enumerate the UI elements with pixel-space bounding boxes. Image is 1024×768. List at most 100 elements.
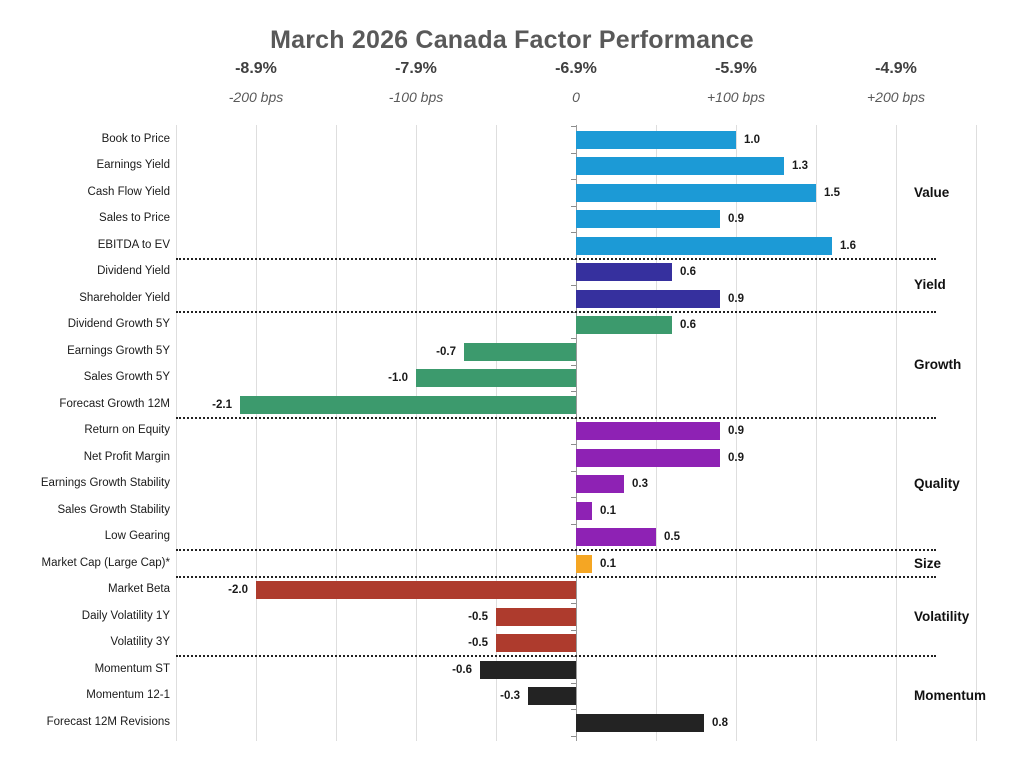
gridline <box>816 125 817 741</box>
axis-percent-label: -7.9% <box>395 60 437 77</box>
axis-percent-label: -6.9% <box>555 60 597 77</box>
group-label: Volatility <box>914 608 970 624</box>
group-separator <box>176 655 936 658</box>
category-label: Forecast Growth 12M <box>59 397 170 410</box>
bar <box>576 713 704 732</box>
bar-value-label: -0.3 <box>500 690 520 702</box>
zero-axis-tick <box>571 364 576 366</box>
gridline <box>496 125 497 741</box>
group-separator <box>176 310 936 313</box>
bar <box>576 316 672 334</box>
category-label: EBITDA to EV <box>97 238 170 251</box>
axis-bps-label: +100 bps <box>707 89 765 105</box>
zero-axis-tick <box>571 497 576 499</box>
bar <box>576 528 656 546</box>
zero-axis-tick <box>571 444 576 446</box>
category-label: Momentum ST <box>94 662 170 675</box>
bar <box>576 475 624 493</box>
group-separator <box>176 575 936 578</box>
zero-axis-tick <box>571 735 576 737</box>
zero-axis-tick <box>571 285 576 287</box>
zero-axis-tick <box>571 523 576 525</box>
group-label: Quality <box>914 476 960 491</box>
bar-value-label: -0.7 <box>436 345 456 358</box>
axis-bps-label: +200 bps <box>867 89 925 105</box>
chart-title: March 2026 Canada Factor Performance <box>270 26 754 54</box>
bar <box>464 342 576 361</box>
zero-axis-tick <box>571 338 576 340</box>
zero-axis-tick <box>571 470 576 472</box>
category-label: Market Beta <box>108 583 170 595</box>
axis-percent-label: -5.9% <box>715 60 757 77</box>
bar <box>576 289 720 308</box>
category-label: Net Profit Margin <box>83 450 170 463</box>
axis-bps-label: -100 bps <box>388 89 444 105</box>
bar-value-label: 0.6 <box>680 319 696 331</box>
category-label: Market Cap (Large Cap)* <box>41 556 170 569</box>
bar <box>576 448 720 467</box>
category-label: Momentum 12-1 <box>86 689 170 701</box>
bar <box>576 554 592 573</box>
bar-value-label: 0.1 <box>600 504 616 517</box>
bar-value-label: 0.3 <box>632 478 648 490</box>
axis-percent-label: -4.9% <box>875 60 917 77</box>
group-label: Growth <box>914 356 962 372</box>
category-label: Cash Flow Yield <box>87 185 170 198</box>
bar-value-label: 0.1 <box>600 557 616 570</box>
category-label: Daily Volatility 1Y <box>81 609 170 622</box>
gridline <box>736 125 737 741</box>
bar-value-label: 0.8 <box>712 716 728 729</box>
bar <box>576 501 592 520</box>
bar-value-label: 1.5 <box>824 186 840 199</box>
bar <box>576 422 720 440</box>
zero-axis-tick <box>571 603 576 605</box>
gridline <box>896 125 897 741</box>
zero-axis-tick <box>571 629 576 631</box>
bar <box>240 395 576 414</box>
group-label: Size <box>914 555 942 571</box>
axis-bps-label: 0 <box>572 89 580 105</box>
bar-value-label: -2.1 <box>212 398 232 411</box>
category-label: Low Gearing <box>104 530 170 542</box>
group-separator <box>176 416 936 419</box>
axis-percent-label: -8.9% <box>235 60 277 77</box>
zero-axis-tick <box>571 682 576 684</box>
bar <box>576 183 816 202</box>
bar <box>480 660 576 679</box>
bar-value-label: -0.6 <box>452 663 472 676</box>
bar-value-label: -0.5 <box>468 637 488 649</box>
gridline <box>256 125 257 741</box>
bar-value-label: 0.9 <box>728 213 744 225</box>
group-label: Yield <box>914 277 946 293</box>
zero-axis-tick <box>571 709 576 711</box>
zero-axis-tick <box>571 205 576 207</box>
gridline <box>336 125 337 741</box>
category-label: Shareholder Yield <box>79 291 170 304</box>
category-label: Earnings Growth 5Y <box>67 344 170 357</box>
category-label: Sales to Price <box>99 212 170 224</box>
category-label: Volatility 3Y <box>110 636 170 648</box>
bar-value-label: -1.0 <box>388 372 408 384</box>
bar-value-label: 0.5 <box>664 531 680 543</box>
bar-value-label: 1.6 <box>840 239 856 252</box>
bar <box>496 634 576 652</box>
gridline <box>416 125 417 741</box>
zero-axis-tick <box>571 391 576 393</box>
bar <box>576 130 736 149</box>
category-label: Forecast 12M Revisions <box>46 715 170 728</box>
gridline <box>976 125 977 741</box>
group-separator <box>176 257 936 260</box>
bar <box>496 607 576 626</box>
group-label: Value <box>914 184 950 200</box>
zero-axis-tick <box>571 126 576 128</box>
bar-value-label: 0.9 <box>728 425 744 437</box>
zero-axis-tick <box>571 152 576 154</box>
group-separator <box>176 549 936 552</box>
zero-axis-tick <box>571 232 576 234</box>
category-label: Book to Price <box>101 132 170 145</box>
zero-axis-tick <box>571 179 576 181</box>
gridline <box>176 125 177 741</box>
category-label: Return on Equity <box>84 424 170 436</box>
bar-value-label: 0.9 <box>728 451 744 464</box>
